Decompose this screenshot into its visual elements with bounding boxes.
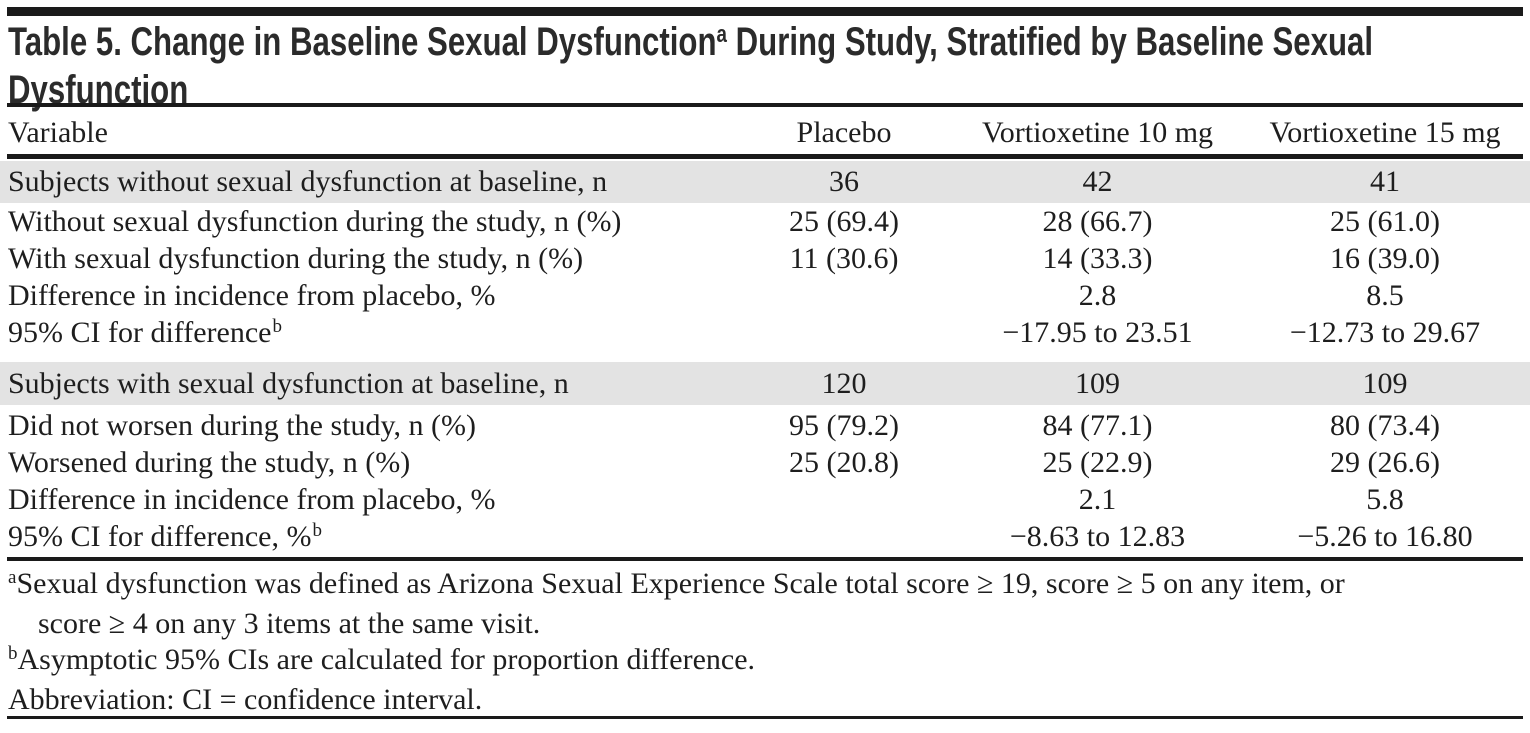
table-row: Difference in incidence from placebo, % … <box>0 277 1530 314</box>
footnote-b-line1: Asymptotic 95% CIs are calculated for pr… <box>17 643 756 676</box>
row-label: Difference in incidence from placebo, % <box>0 483 733 517</box>
table-title-part1: Table 5. Change in Baseline Sexual Dysfu… <box>8 20 717 64</box>
table-row: Did not worsen during the study, n (%) 9… <box>0 407 1530 444</box>
row-label: Worsened during the study, n (%) <box>0 446 733 480</box>
table-row: Without sexual dysfunction during the st… <box>0 203 1530 240</box>
row-label: Difference in incidence from placebo, % <box>0 279 733 313</box>
bottom-divider <box>7 716 1523 719</box>
cell-value: 16 (39.0) <box>1330 241 1440 275</box>
section-header-row: Subjects without sexual dysfunction at b… <box>0 161 1530 203</box>
row-label-text: Without sexual dysfunction during the st… <box>8 204 622 238</box>
cell-value: 2.1 <box>1078 482 1117 516</box>
cell-value: 14 (33.3) <box>1042 241 1153 275</box>
footnote-abbreviation-text: Abbreviation: CI = confidence interval. <box>8 683 483 716</box>
footnote-abbreviation: Abbreviation: CI = confidence interval. <box>8 682 1526 718</box>
table-row: 95% CI for differenceb −17.95 to 23.51 −… <box>0 314 1530 351</box>
footnotes: aSexual dysfunction was defined as Arizo… <box>8 566 1526 718</box>
row-label-text: Worsened during the study, n (%) <box>8 445 411 479</box>
table-row: Difference in incidence from placebo, % … <box>0 481 1530 518</box>
row-label-text: With sexual dysfunction during the study… <box>8 241 584 275</box>
table-row: 95% CI for difference, %b −8.63 to 12.83… <box>0 518 1530 555</box>
cell-value: 25 (69.4) <box>789 204 899 238</box>
row-label-text: Difference in incidence from placebo, % <box>8 278 496 312</box>
cell-value: 11 (30.6) <box>789 241 899 275</box>
cell-value: 36 <box>829 165 859 198</box>
title-footnote-marker-a: a <box>716 21 727 48</box>
footnote-a-line2: score ≥ 4 on any 3 items at the same vis… <box>38 607 541 640</box>
top-accent-bar <box>7 7 1523 16</box>
row-label-text: 95% CI for difference, % <box>8 519 312 553</box>
footnote-marker-b: b <box>272 315 283 337</box>
cell-value: 42 <box>1082 165 1113 198</box>
section-header-label: Subjects with sexual dysfunction at base… <box>8 366 569 400</box>
cell-value: 25 (61.0) <box>1330 204 1440 238</box>
row-label-text: Did not worsen during the study, n (%) <box>8 408 476 442</box>
cell-value: −8.63 to 12.83 <box>1009 519 1186 553</box>
cell-value: 2.8 <box>1078 278 1117 312</box>
column-header-row: Variable Placebo Vortioxetine 10 mg Vort… <box>0 107 1530 154</box>
row-label-text: 95% CI for difference <box>8 315 272 349</box>
section-header-row: Subjects with sexual dysfunction at base… <box>0 362 1530 405</box>
divider-under-header <box>7 154 1523 159</box>
cell-value: 109 <box>1362 366 1408 400</box>
row-label-text: Difference in incidence from placebo, % <box>8 482 496 516</box>
section-1-rows: Without sexual dysfunction during the st… <box>0 203 1530 351</box>
column-header-placebo: Placebo <box>796 116 892 149</box>
row-label: With sexual dysfunction during the study… <box>0 242 733 276</box>
cell-value: 80 (73.4) <box>1330 408 1440 442</box>
footnote-marker-b: b <box>312 519 323 541</box>
cell-value: −17.95 to 23.51 <box>1002 315 1193 349</box>
row-label: Did not worsen during the study, n (%) <box>0 409 733 443</box>
cell-value: 84 (77.1) <box>1042 408 1153 442</box>
footnote-a-line1: Sexual dysfunction was defined as Arizon… <box>16 567 1345 600</box>
row-label: Without sexual dysfunction during the st… <box>0 205 733 239</box>
cell-value: 29 (26.6) <box>1330 445 1440 479</box>
cell-value: 28 (66.7) <box>1042 204 1153 238</box>
column-header-vortioxetine-10mg: Vortioxetine 10 mg <box>981 116 1214 149</box>
cell-value: 109 <box>1075 366 1120 400</box>
column-header-vortioxetine-15mg: Vortioxetine 15 mg <box>1269 116 1501 149</box>
cell-value: 25 (20.8) <box>789 445 899 479</box>
cell-value: −12.73 to 29.67 <box>1289 315 1481 349</box>
cell-value: −5.26 to 16.80 <box>1297 519 1473 553</box>
footnote-a: aSexual dysfunction was defined as Arizo… <box>8 566 1526 642</box>
cell-value: 95 (79.2) <box>789 408 899 442</box>
section-2-rows: Did not worsen during the study, n (%) 9… <box>0 407 1530 555</box>
divider-above-footnotes <box>7 557 1523 561</box>
table-title: Table 5. Change in Baseline Sexual Dysfu… <box>8 21 1373 112</box>
cell-value: 8.5 <box>1366 278 1404 312</box>
section-header-label: Subjects without sexual dysfunction at b… <box>8 165 608 198</box>
table-row: Worsened during the study, n (%) 25 (20.… <box>0 444 1530 481</box>
footnote-a-marker: a <box>8 567 17 588</box>
cell-value: 5.8 <box>1366 482 1404 516</box>
footnote-b-marker: b <box>8 643 18 664</box>
table-title-part2: During Study, Stratified by Baseline Sex… <box>726 20 1374 64</box>
table-row: With sexual dysfunction during the study… <box>0 240 1530 277</box>
cell-value: 120 <box>821 366 867 400</box>
column-header-variable: Variable <box>8 116 108 149</box>
row-label: 95% CI for difference, %b <box>0 520 733 554</box>
cell-value: 41 <box>1370 165 1400 198</box>
footnote-b: bAsymptotic 95% CIs are calculated for p… <box>8 642 1526 682</box>
divider-under-title <box>7 103 1523 107</box>
cell-value: 25 (22.9) <box>1042 445 1153 479</box>
row-label: 95% CI for differenceb <box>0 316 733 350</box>
